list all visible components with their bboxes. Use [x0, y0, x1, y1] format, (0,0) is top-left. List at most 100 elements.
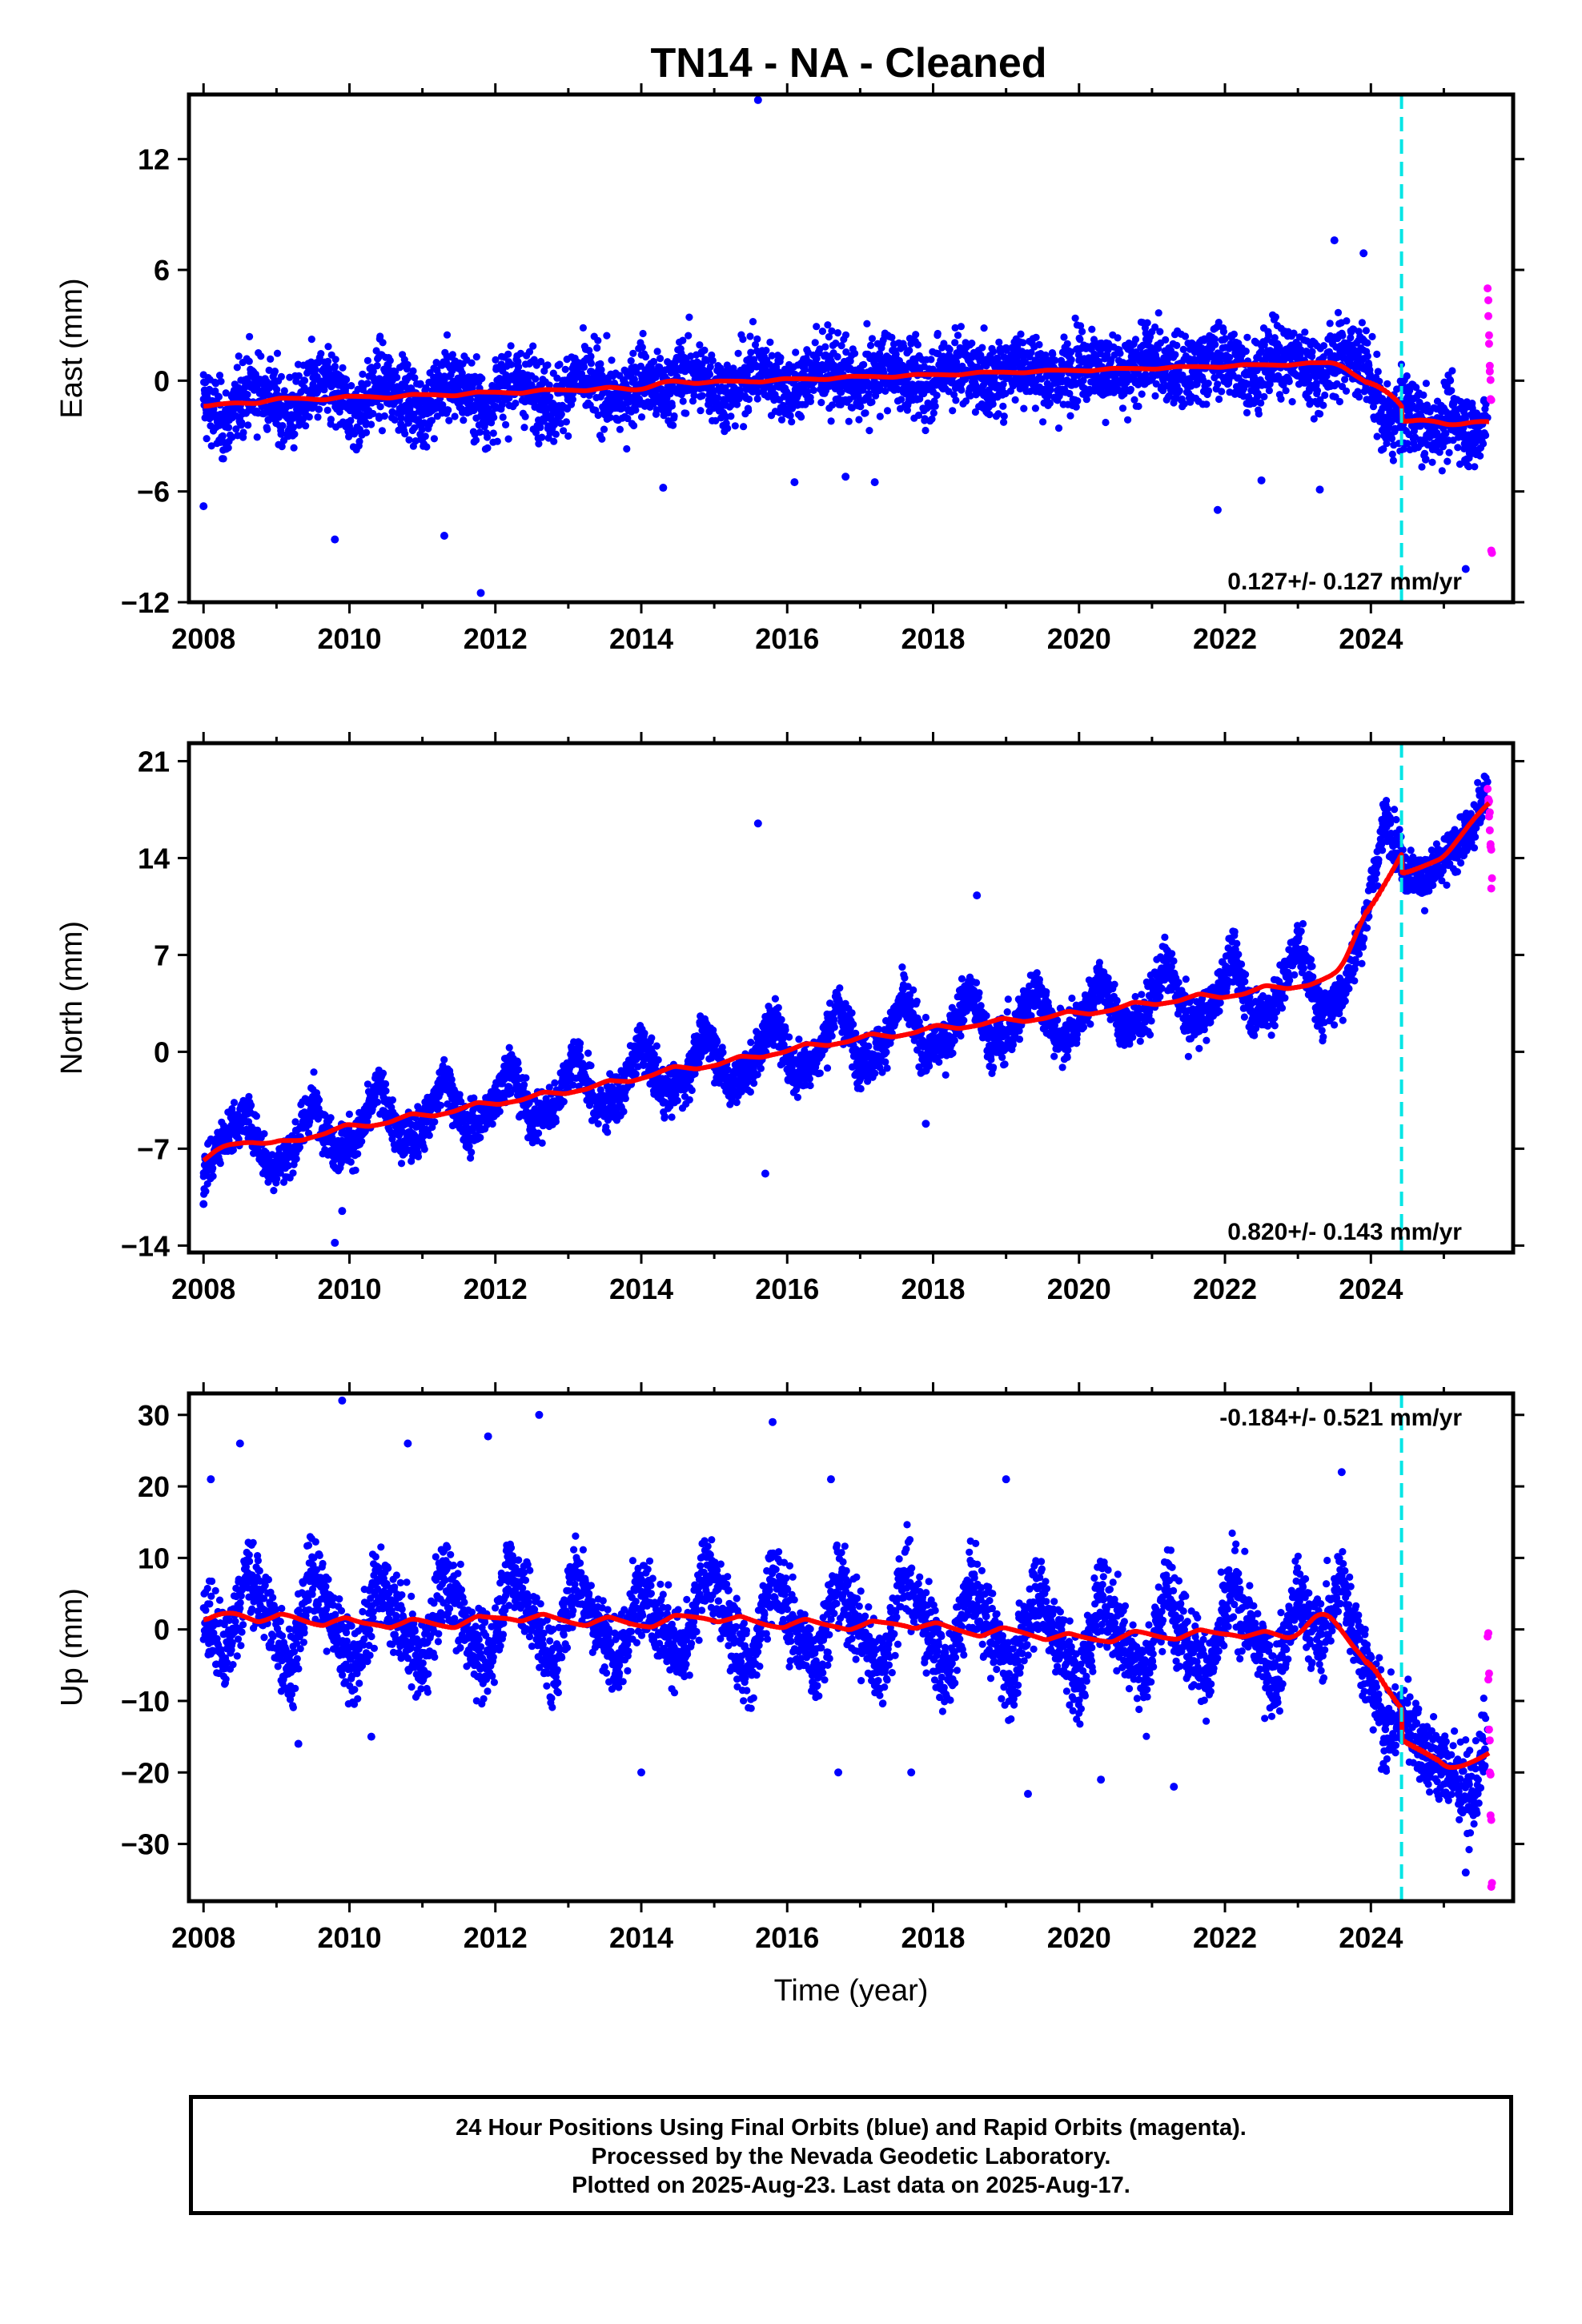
outlier-point	[659, 484, 668, 493]
final-point	[367, 420, 375, 428]
final-point	[733, 400, 741, 408]
final-point	[790, 389, 798, 398]
final-point	[957, 323, 965, 331]
final-point	[404, 360, 412, 368]
x-tick-label: 2012	[464, 622, 528, 655]
final-point	[786, 412, 794, 420]
final-point	[827, 417, 835, 425]
final-point	[946, 345, 954, 353]
final-point	[1319, 401, 1327, 409]
final-point	[930, 409, 938, 417]
final-point	[1277, 395, 1285, 403]
final-point	[577, 370, 586, 378]
final-point	[1257, 399, 1265, 407]
final-point	[1374, 368, 1382, 376]
final-point	[809, 386, 817, 394]
final-point	[747, 348, 755, 356]
final-point	[1271, 313, 1279, 321]
final-point	[616, 399, 624, 407]
final-point	[1126, 385, 1134, 393]
final-point	[1211, 340, 1219, 348]
final-point	[951, 324, 959, 332]
final-point	[833, 352, 841, 361]
final-point	[749, 318, 757, 326]
final-point	[347, 382, 355, 390]
final-point	[1156, 328, 1164, 336]
panel-east: 2008 2010 2012 2014 2016 2018 2020 2022 2024−12−…	[55, 83, 1524, 655]
outlier-point	[1359, 249, 1368, 258]
final-point	[1319, 342, 1328, 350]
final-point	[1438, 467, 1446, 475]
final-point	[579, 324, 588, 332]
panel-north: 2008 2010 2012 2014 2016 2018 2020 2022 2024−14−…	[55, 732, 1524, 1305]
final-point	[277, 372, 285, 380]
final-point	[690, 392, 698, 400]
final-point	[1118, 404, 1127, 412]
final-point	[416, 380, 424, 388]
final-point	[1000, 412, 1008, 420]
final-point	[401, 430, 409, 438]
final-point	[490, 413, 498, 421]
final-point	[729, 364, 737, 372]
rapid-orbit-point	[1487, 396, 1496, 404]
final-point	[347, 1158, 355, 1166]
final-point	[1315, 371, 1324, 380]
final-point	[944, 360, 952, 368]
final-point	[537, 357, 545, 366]
final-point	[222, 389, 230, 397]
final-point	[825, 333, 833, 341]
final-point	[504, 435, 512, 443]
final-point	[309, 380, 317, 388]
final-point	[1301, 328, 1309, 336]
rapid-orbit-point	[1486, 376, 1495, 384]
final-point	[697, 407, 705, 415]
final-point	[287, 413, 295, 422]
final-point	[1419, 391, 1427, 399]
final-point	[359, 370, 367, 378]
final-point	[580, 363, 588, 371]
final-point	[766, 338, 774, 346]
final-point	[876, 350, 884, 358]
final-point	[331, 356, 339, 364]
final-point	[600, 425, 608, 433]
final-point	[1046, 386, 1054, 394]
final-point	[244, 421, 252, 429]
final-point	[832, 340, 840, 348]
final-point	[311, 365, 319, 373]
final-point	[1019, 339, 1027, 347]
final-point	[616, 425, 624, 433]
x-tick-label: 2018	[901, 622, 965, 655]
final-point	[421, 432, 429, 440]
final-point	[1242, 348, 1250, 356]
final-point	[460, 416, 468, 424]
final-point	[1272, 351, 1280, 359]
final-point	[1359, 355, 1367, 363]
final-point	[954, 332, 962, 340]
final-point	[440, 376, 448, 384]
final-point	[927, 356, 935, 364]
final-point	[310, 400, 318, 408]
final-point	[1313, 387, 1322, 395]
final-point	[552, 430, 560, 438]
final-point	[1124, 416, 1132, 424]
final-point	[762, 347, 770, 355]
final-point	[1214, 380, 1222, 388]
final-point	[216, 1160, 224, 1168]
final-point	[1035, 340, 1043, 348]
final-point	[327, 1114, 335, 1122]
final-point	[504, 350, 512, 358]
final-point	[1088, 325, 1096, 333]
final-point	[948, 379, 956, 387]
final-point	[958, 386, 966, 394]
final-point	[550, 437, 558, 445]
final-point	[745, 395, 753, 404]
final-point	[594, 336, 602, 344]
final-point	[202, 1188, 210, 1196]
final-point	[928, 415, 936, 423]
final-point	[801, 365, 809, 374]
final-point	[314, 413, 322, 421]
final-point	[968, 340, 976, 348]
final-point	[727, 412, 735, 420]
final-point	[881, 387, 889, 395]
final-point	[1179, 345, 1187, 353]
